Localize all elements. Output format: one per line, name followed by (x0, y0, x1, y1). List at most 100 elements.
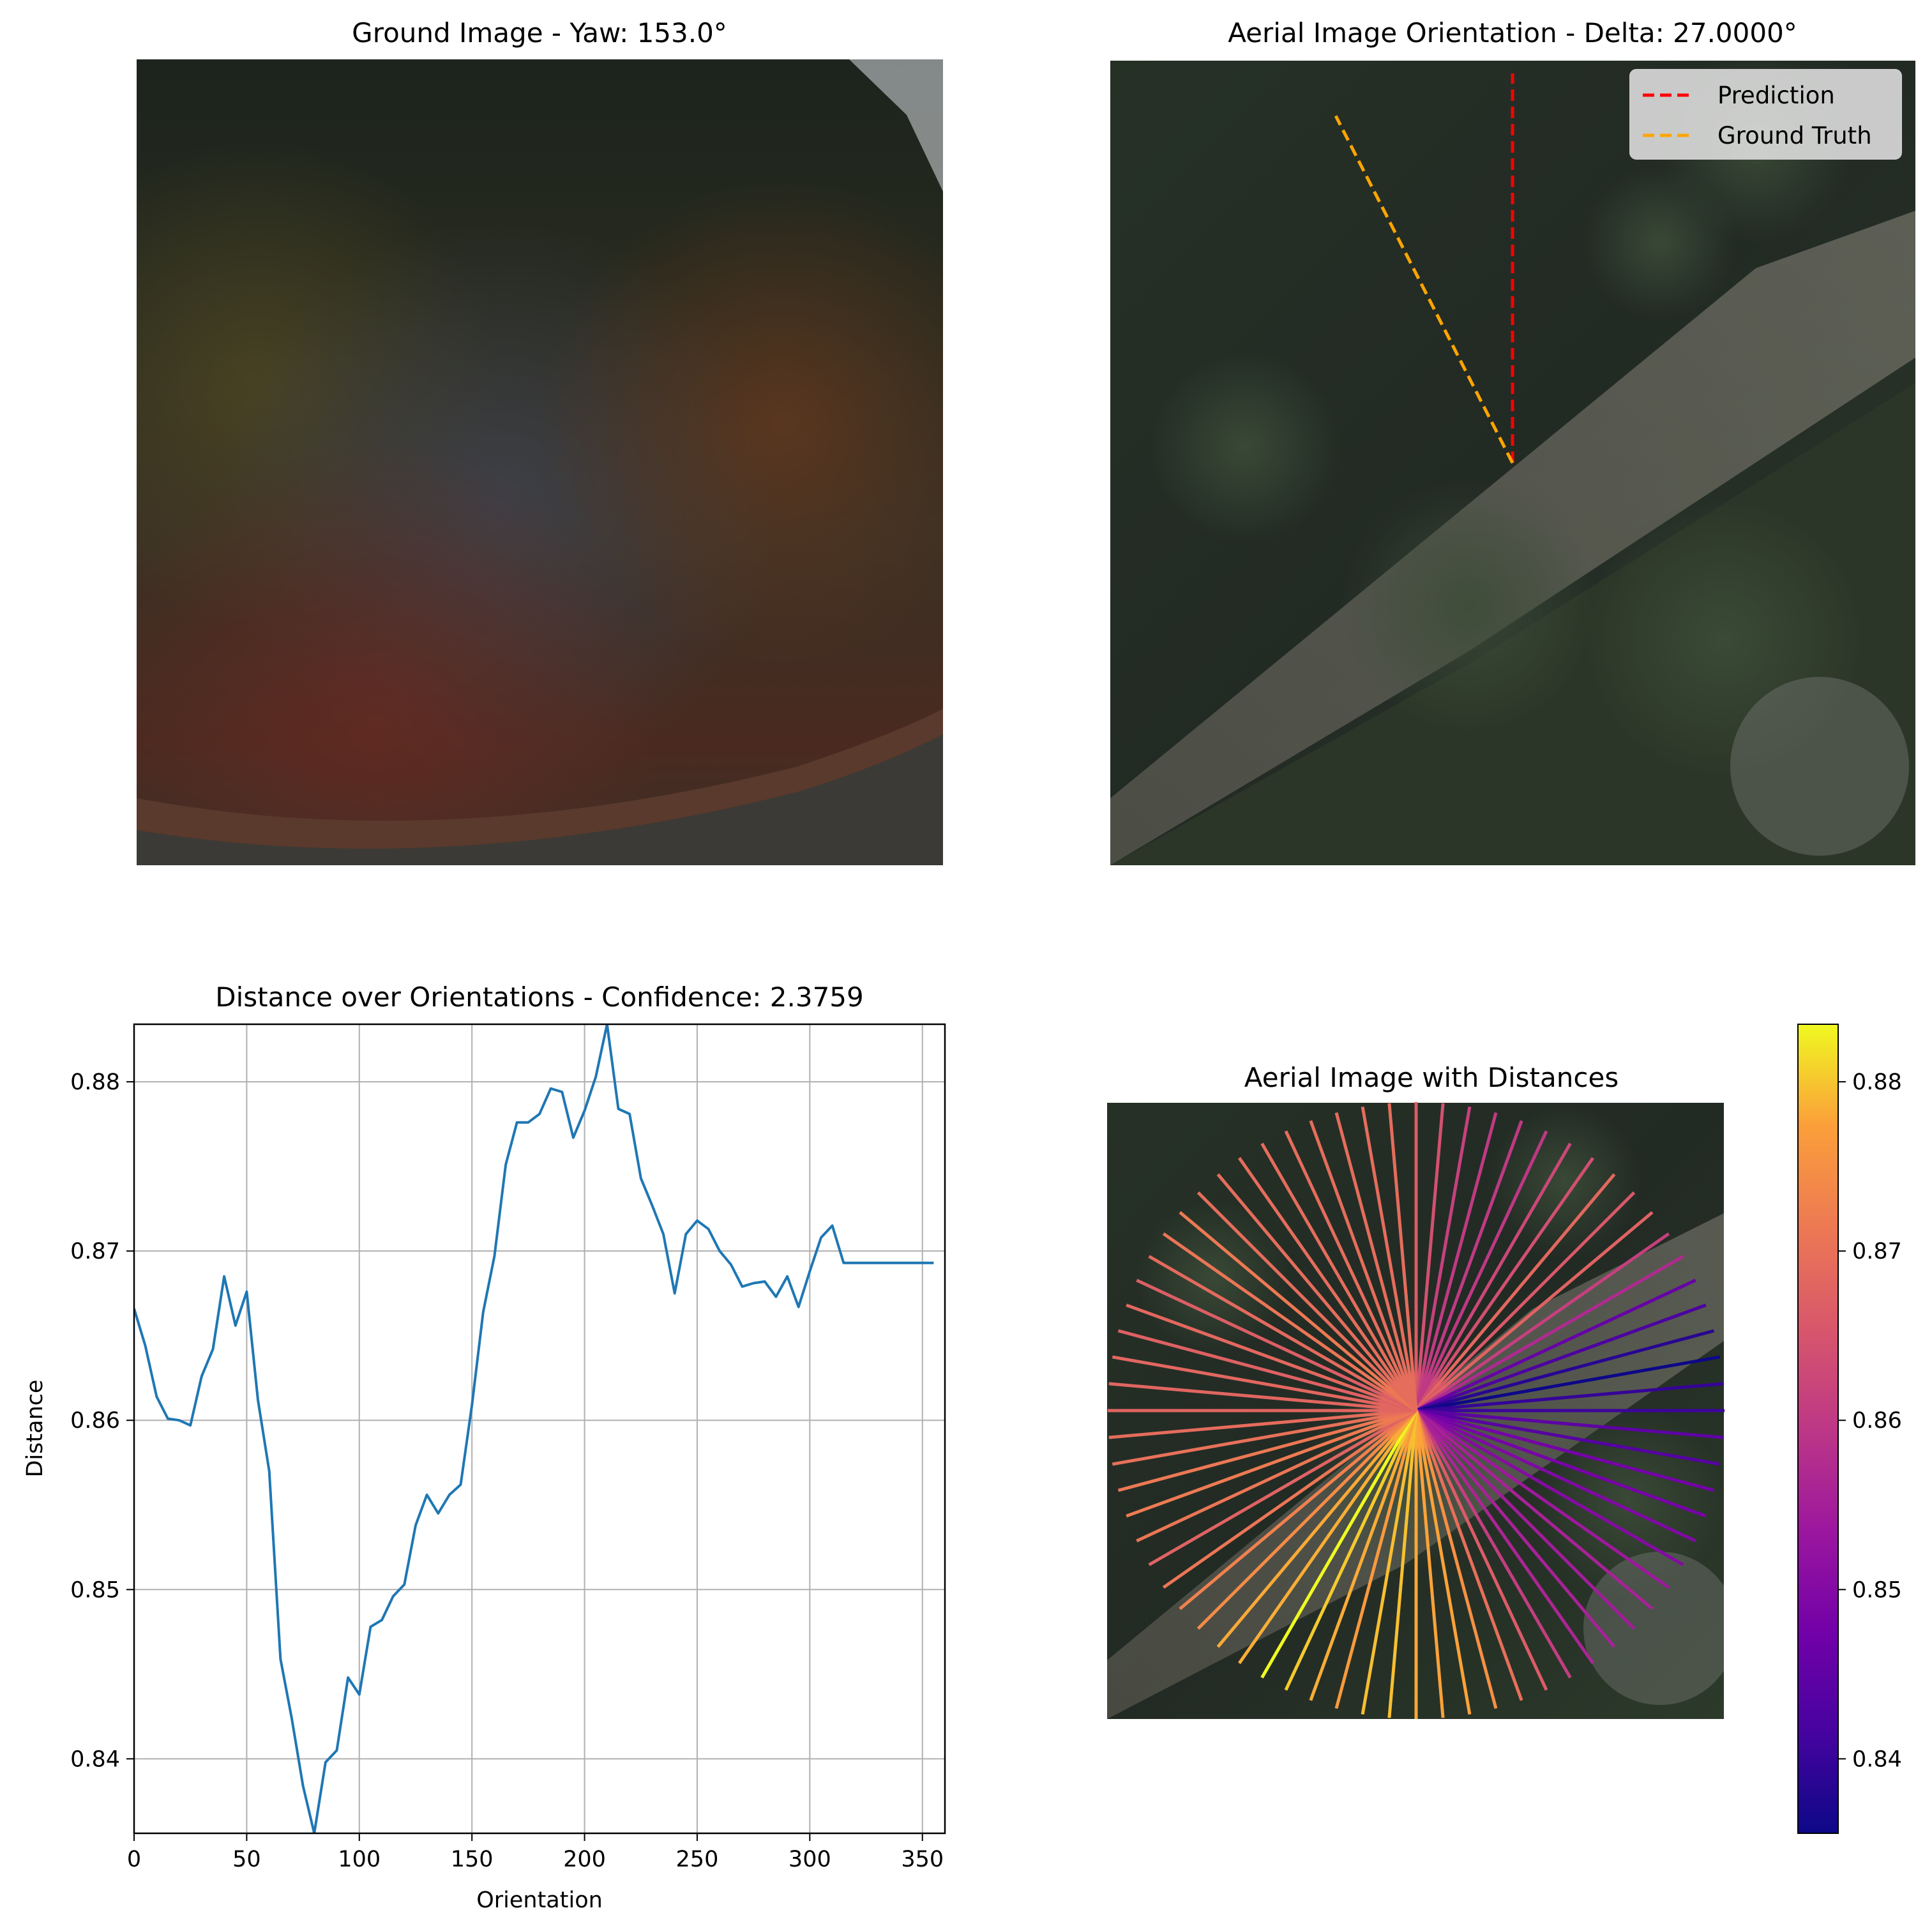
radial-ray (1414, 1130, 1548, 1412)
colorbar-tick-label: 0.87 (1852, 1239, 1902, 1264)
y-tick-label: 0.87 (70, 1239, 120, 1264)
aerial-panel: Aerial Image Orientation - Delta: 27.000… (1110, 17, 1915, 865)
radial-ray (1136, 1409, 1417, 1543)
radial-ray (1415, 1191, 1636, 1412)
chart-title: Distance over Orientations - Confidence:… (215, 981, 863, 1013)
radial-ray (1260, 1409, 1418, 1679)
radial-ray (1284, 1130, 1418, 1412)
radial-ray (1361, 1106, 1418, 1411)
x-axis-ticks: 0 50 100 150 200 250 300 350 (127, 1833, 944, 1872)
radial-ray (1414, 1120, 1523, 1411)
radial-ray (1112, 1409, 1417, 1466)
radial-ray (1415, 1409, 1654, 1610)
x-tick-label: 100 (338, 1847, 381, 1872)
radial-ray (1414, 1410, 1472, 1715)
radial-ray (1415, 1409, 1636, 1630)
x-tick-label: 200 (563, 1847, 606, 1872)
legend-label-ground-truth: Ground Truth (1717, 122, 1872, 149)
radial-ray (1284, 1409, 1418, 1691)
radial-ray (1415, 1173, 1616, 1412)
radial-ray (1387, 1103, 1418, 1411)
y-axis-ticks: 0.84 0.85 0.86 0.87 0.88 (70, 1070, 134, 1772)
legend: Prediction Ground Truth (1629, 69, 1902, 160)
ground-title: Ground Image - Yaw: 153.0° (352, 17, 727, 49)
colorbar-tick-label: 0.86 (1852, 1408, 1902, 1434)
radial-ray (1415, 1382, 1724, 1412)
radial-ray (1415, 1329, 1715, 1412)
colorbar-gradient (1797, 1024, 1839, 1834)
radial-ray (1415, 1409, 1721, 1466)
radial-panel: Aerial Image with Distances (1107, 1062, 1724, 1719)
radial-ray (1136, 1278, 1417, 1412)
plot-frame (133, 1023, 946, 1835)
radial-ray (1334, 1112, 1418, 1411)
distance-series-line (134, 1024, 934, 1833)
legend-label-prediction: Prediction (1717, 82, 1835, 109)
radial-ray (1216, 1409, 1417, 1648)
radial-ray (1415, 1211, 1654, 1412)
radial-ray (1334, 1410, 1418, 1709)
radial-ray (1112, 1355, 1417, 1412)
x-tick-label: 150 (451, 1847, 494, 1872)
radial-ray (1414, 1410, 1523, 1701)
radial-ray (1415, 1409, 1670, 1589)
radial-ray (1415, 1232, 1670, 1412)
aerial-title: Aerial Image Orientation - Delta: 27.000… (1228, 17, 1797, 49)
radial-title: Aerial Image with Distances (1244, 1062, 1619, 1093)
radial-ray (1414, 1103, 1445, 1411)
radial-ray (1415, 1409, 1707, 1518)
radial-ray (1414, 1156, 1595, 1412)
radial-ray (1260, 1142, 1418, 1412)
x-tick-label: 50 (232, 1847, 261, 1872)
radial-ray (1162, 1232, 1417, 1412)
radial-ray (1414, 1142, 1572, 1412)
colorbar-tick-label: 0.88 (1852, 1070, 1902, 1095)
grid (133, 1024, 945, 1833)
radial-ray (1126, 1409, 1417, 1518)
radial-ray (1415, 1409, 1684, 1566)
radial-ray (1414, 1112, 1498, 1411)
radial-ray (1361, 1410, 1418, 1715)
radial-ray (1237, 1409, 1418, 1665)
radial-ray (1414, 1410, 1445, 1718)
radial-ray (1196, 1191, 1417, 1412)
radial-ray (1415, 1278, 1696, 1412)
radial-ray (1415, 1409, 1616, 1648)
radial-ray (1196, 1409, 1417, 1630)
y-tick-label: 0.84 (70, 1746, 120, 1772)
x-tick-label: 300 (789, 1847, 831, 1872)
x-tick-label: 350 (901, 1847, 944, 1872)
radial-ray (1148, 1409, 1417, 1566)
radial-ray (1414, 1409, 1548, 1691)
radial-ray (1108, 1382, 1417, 1412)
y-tick-label: 0.88 (70, 1070, 120, 1095)
radial-ray (1414, 1106, 1472, 1411)
radial-ray (1179, 1211, 1417, 1412)
radial-ray (1237, 1156, 1418, 1412)
radial-ray (1117, 1329, 1417, 1412)
line-chart: Distance over Orientations - Confidence:… (22, 981, 946, 1913)
radial-ray (1216, 1173, 1417, 1412)
radial-ray (1387, 1410, 1418, 1718)
colorbar-tick-label: 0.85 (1852, 1577, 1902, 1603)
colorbar-ticks: 0.84 0.85 0.86 0.87 0.88 (1838, 1070, 1902, 1772)
radial-ray (1415, 1409, 1715, 1492)
radial-ray (1415, 1355, 1721, 1412)
colorbar: 0.84 0.85 0.86 0.87 0.88 (1797, 1024, 1902, 1834)
radial-ray (1415, 1409, 1724, 1439)
ground-truth-line (1334, 115, 1514, 464)
radial-ray (1179, 1409, 1417, 1610)
radial-ray (1415, 1409, 1696, 1543)
radial-ray (1415, 1303, 1707, 1412)
y-tick-label: 0.85 (70, 1577, 120, 1603)
ground-image (137, 59, 943, 865)
radial-ray (1117, 1409, 1417, 1492)
radial-ray (1309, 1410, 1418, 1701)
radial-ray (1126, 1303, 1417, 1412)
radial-ray (1414, 1409, 1595, 1665)
y-tick-label: 0.86 (70, 1408, 120, 1434)
radial-distance-rays (1108, 1102, 1724, 1719)
x-tick-label: 250 (676, 1847, 719, 1872)
ground-panel: Ground Image - Yaw: 153.0° (137, 17, 943, 865)
